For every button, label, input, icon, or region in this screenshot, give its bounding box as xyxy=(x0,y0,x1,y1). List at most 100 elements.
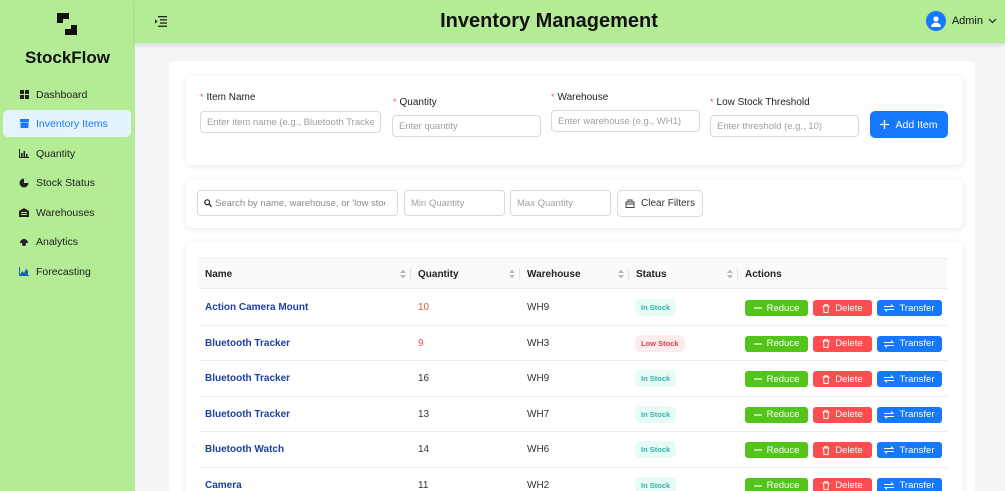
minus-icon xyxy=(753,378,762,380)
sidebar-item-label: Quantity xyxy=(36,147,76,160)
quantity-cell: 16 xyxy=(418,373,430,384)
trash-icon xyxy=(822,374,830,384)
reduce-button[interactable]: Reduce xyxy=(745,300,808,316)
transfer-button[interactable]: Transfer xyxy=(877,300,942,316)
trash-icon xyxy=(822,445,830,455)
add-item-form: *Item Name *Quantity *Warehouse *Low Sto… xyxy=(186,76,963,165)
reduce-label: Reduce xyxy=(766,444,800,456)
quantity-input[interactable] xyxy=(392,115,541,137)
reduce-button[interactable]: Reduce xyxy=(745,371,808,387)
column-header-status[interactable]: Status xyxy=(636,269,667,280)
sidebar-item-dashboard[interactable]: Dashboard xyxy=(3,81,131,108)
quantity-cell: 10 xyxy=(418,302,430,313)
avatar xyxy=(925,11,946,31)
min-quantity-input[interactable] xyxy=(404,190,505,216)
add-item-label: Add Item xyxy=(895,118,938,131)
minus-icon xyxy=(753,484,762,487)
area-chart-icon xyxy=(19,267,29,277)
column-header-name[interactable]: Name xyxy=(205,269,233,280)
reduce-button[interactable]: Reduce xyxy=(745,335,808,352)
delete-label: Delete xyxy=(835,373,863,385)
plus-icon xyxy=(880,120,890,129)
reduce-button[interactable]: Reduce xyxy=(745,406,808,423)
menu-fold-icon[interactable] xyxy=(155,16,167,27)
threshold-label: * Low Stock Threshold xyxy=(710,97,810,108)
column-header-quantity[interactable]: Quantity xyxy=(418,269,459,280)
status-cell: In Stock xyxy=(635,361,677,396)
item-name-input[interactable] xyxy=(200,111,381,133)
warehouse-input[interactable] xyxy=(551,110,700,132)
reduce-button[interactable]: Reduce xyxy=(745,442,808,458)
search-input[interactable] xyxy=(215,197,385,209)
transfer-button[interactable]: Transfer xyxy=(877,406,942,423)
clear-filters-button[interactable]: Clear Filters xyxy=(617,190,703,217)
transfer-button[interactable]: Transfer xyxy=(877,335,942,352)
status-badge: In Stock xyxy=(635,405,677,423)
quantity-cell: 11 xyxy=(418,479,429,491)
brand-name: StockFlow xyxy=(24,48,110,67)
sort-icon[interactable] xyxy=(618,269,624,279)
filter-bar: Clear Filters xyxy=(186,179,963,228)
table-row: Bluetooth Tracker 16 WH9 In Stock Reduce Dele… xyxy=(199,361,948,397)
reduce-label: Reduce xyxy=(766,409,800,420)
transfer-button[interactable]: Transfer xyxy=(877,371,942,387)
warehouse-cell: WH9 xyxy=(527,302,550,313)
swap-icon xyxy=(884,446,895,454)
search-box[interactable] xyxy=(197,190,398,216)
warehouse-label: * Warehouse xyxy=(551,92,609,103)
sidebar-item-forecasting[interactable]: Forecasting xyxy=(3,258,131,285)
sidebar-item-label: Inventory Items xyxy=(36,117,108,130)
item-name-cell[interactable]: Bluetooth Watch xyxy=(205,444,285,455)
table-row: Bluetooth Watch 14 WH6 In Stock Reduce Delete… xyxy=(199,432,948,468)
sidebar-item-label: Warehouses xyxy=(36,206,95,219)
delete-button[interactable]: Delete xyxy=(813,442,872,458)
transfer-button[interactable]: Transfer xyxy=(877,442,942,458)
user-menu[interactable]: Admin xyxy=(925,11,997,31)
item-name-cell[interactable]: Bluetooth Tracker xyxy=(205,408,291,420)
sort-icon[interactable] xyxy=(509,269,515,279)
delete-button[interactable]: Delete xyxy=(813,477,872,491)
item-name-cell[interactable]: Bluetooth Tracker xyxy=(205,373,291,384)
bar-chart-icon xyxy=(19,149,29,159)
reduce-button[interactable]: Reduce xyxy=(745,477,808,491)
sidebar-item-stock-status[interactable]: Stock Status xyxy=(3,169,131,196)
warehouse-cell: WH2 xyxy=(527,479,550,491)
sidebar-item-label: Analytics xyxy=(36,235,79,248)
top-header: Inventory Management Admin xyxy=(135,0,1005,43)
add-item-button[interactable]: Add Item xyxy=(870,111,948,138)
reduce-label: Reduce xyxy=(766,302,800,314)
delete-button[interactable]: Delete xyxy=(813,406,872,423)
status-badge: Low Stock xyxy=(635,334,685,352)
status-badge: In Stock xyxy=(635,299,677,316)
sidebar-item-inventory-items[interactable]: Inventory Items xyxy=(3,110,131,137)
sort-icon[interactable] xyxy=(400,269,406,279)
item-name-cell[interactable]: Camera xyxy=(205,479,242,491)
delete-label: Delete xyxy=(835,409,863,420)
table-row: Camera 11 WH2 In Stock Reduce Delete Transfer xyxy=(199,468,948,491)
delete-button[interactable]: Delete xyxy=(813,300,872,316)
column-divider xyxy=(737,268,738,281)
swap-icon xyxy=(884,339,895,348)
minus-icon xyxy=(753,413,762,416)
item-name-cell[interactable]: Action Camera Mount xyxy=(205,302,309,313)
column-divider xyxy=(410,268,411,281)
trash-icon xyxy=(822,481,830,490)
delete-button[interactable]: Delete xyxy=(813,371,872,387)
swap-icon xyxy=(884,410,895,419)
sidebar-item-analytics[interactable]: Analytics xyxy=(3,228,131,255)
column-header-actions: Actions xyxy=(745,269,782,280)
transfer-button[interactable]: Transfer xyxy=(877,477,942,491)
sidebar-item-quantity[interactable]: Quantity xyxy=(3,140,131,167)
transfer-label: Transfer xyxy=(899,409,935,420)
warehouse-cell: WH6 xyxy=(527,444,550,455)
trash-icon xyxy=(822,303,830,313)
sort-icon[interactable] xyxy=(727,269,733,279)
item-name-cell[interactable]: Bluetooth Tracker xyxy=(205,337,291,349)
pie-chart-icon xyxy=(19,178,29,188)
max-quantity-input[interactable] xyxy=(510,190,611,216)
column-header-warehouse[interactable]: Warehouse xyxy=(527,269,581,280)
delete-button[interactable]: Delete xyxy=(813,335,872,352)
sidebar-item-warehouses[interactable]: Warehouses xyxy=(3,199,131,226)
trash-icon xyxy=(822,410,830,419)
threshold-input[interactable] xyxy=(710,115,859,137)
